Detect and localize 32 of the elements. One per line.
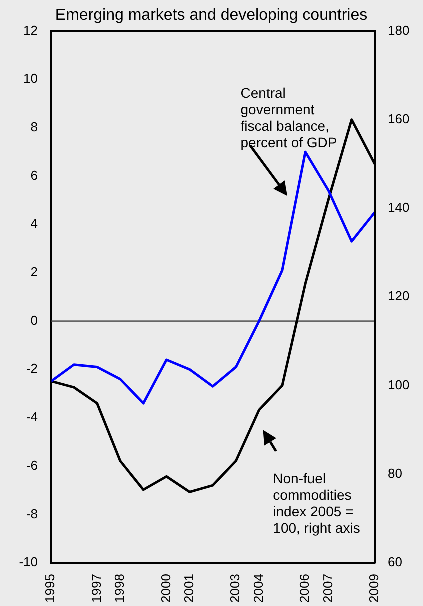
x-tick-label: 2003 [228,574,243,603]
y-tick-label: 10 [24,71,38,86]
y-tick-label: 2 [30,264,38,280]
annotation: Non-fuel commodities index 2005 = 100, right axis [273,470,360,536]
y-tick-label: -2 [26,361,38,376]
y-tick-label: 6 [30,168,38,183]
y2-tick-label: 140 [388,200,410,216]
x-tick-label: 2006 [297,574,312,603]
y-tick-label: -10 [19,554,38,570]
y-tick-label: -8 [26,506,38,522]
x-tick-label: 1997 [88,574,104,603]
y-tick-label: 8 [30,119,38,134]
x-tick-label: 2001 [181,574,196,603]
y-tick-label: -4 [26,410,38,425]
y-tick-label: -6 [26,458,38,473]
y2-tick-label: 180 [388,22,410,38]
y-tick-label: 0 [30,312,38,328]
chart-subtitle: Emerging markets and developing countries [55,7,368,24]
x-tick-label: 1995 [42,574,58,603]
x-tick-label: 2009 [366,574,382,603]
y2-tick-label: 80 [388,466,402,482]
y2-tick-label: 120 [388,288,410,304]
x-tick-label: 2004 [250,574,266,603]
annotation: Central government fiscal balance, percent of GDP [240,84,338,150]
x-tick-label: 2007 [320,574,336,603]
y-tick-label: 4 [30,216,38,232]
x-tick-label: 1998 [112,574,128,603]
y2-tick-label: 160 [388,111,410,126]
y2-tick-label: 100 [388,377,410,392]
y2-tick-label: 60 [388,554,402,570]
x-tick-label: 2000 [158,574,174,603]
y-tick-label: 12 [24,22,38,38]
